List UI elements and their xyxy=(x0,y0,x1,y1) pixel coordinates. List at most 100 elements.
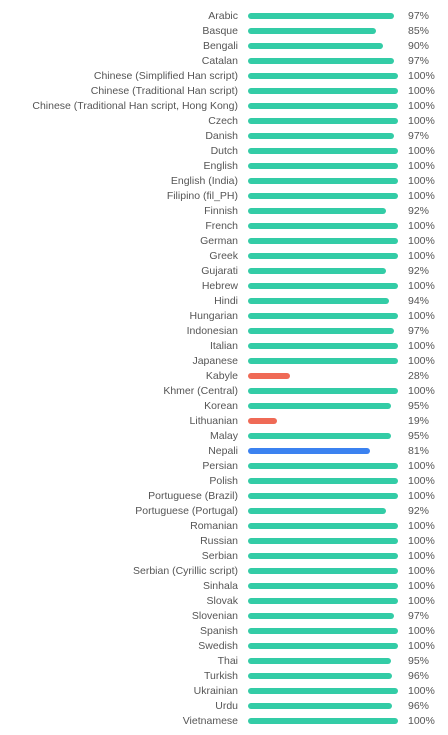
category-label: Slovak xyxy=(206,595,238,607)
chart-row: Italian 100% xyxy=(0,339,448,354)
bar xyxy=(248,328,394,334)
chart-row: Turkish 96% xyxy=(0,669,448,684)
value-label: 94% xyxy=(408,295,430,307)
category-label: Gujarati xyxy=(201,265,238,277)
value-label: 100% xyxy=(408,115,435,127)
bar xyxy=(248,103,398,109)
chart-row: Romanian 100% xyxy=(0,519,448,534)
value-label: 95% xyxy=(408,430,430,442)
value-label: 100% xyxy=(408,250,435,262)
bar xyxy=(248,613,394,619)
chart-row: Japanese 100% xyxy=(0,354,448,369)
bar xyxy=(248,223,398,229)
chart-row: Chinese (Traditional Han script) 100% xyxy=(0,84,448,99)
chart-row: English 100% xyxy=(0,159,448,174)
chart-row: Sinhala 100% xyxy=(0,579,448,594)
category-label: Hindi xyxy=(214,295,238,307)
value-label: 96% xyxy=(408,700,430,712)
category-label: Sinhala xyxy=(202,580,238,592)
chart-row: Dutch 100% xyxy=(0,144,448,159)
value-label: 100% xyxy=(408,175,435,187)
category-label: Portuguese (Portugal) xyxy=(135,505,238,517)
value-label: 100% xyxy=(408,100,435,112)
value-label: 100% xyxy=(408,640,435,652)
chart-row: Indonesian 97% xyxy=(0,324,448,339)
category-label: Indonesian xyxy=(186,325,238,337)
chart-row: English (India) 100% xyxy=(0,174,448,189)
value-label: 100% xyxy=(408,685,435,697)
chart-row: Lithuanian 19% xyxy=(0,414,448,429)
value-label: 81% xyxy=(408,445,430,457)
bar xyxy=(248,133,394,139)
category-label: Turkish xyxy=(203,670,238,682)
category-label: French xyxy=(205,220,238,232)
chart-row: Khmer (Central) 100% xyxy=(0,384,448,399)
category-label: Korean xyxy=(204,400,238,412)
value-label: 97% xyxy=(408,130,430,142)
chart-row: Kabyle 28% xyxy=(0,369,448,384)
bar xyxy=(248,73,398,79)
value-label: 90% xyxy=(408,40,430,52)
value-label: 100% xyxy=(408,355,435,367)
category-label: Japanese xyxy=(192,355,238,367)
category-label: Bengali xyxy=(202,40,238,52)
chart-row: Spanish 100% xyxy=(0,624,448,639)
bar xyxy=(248,433,391,439)
category-label: Thai xyxy=(217,655,238,667)
category-label: English (India) xyxy=(170,175,238,187)
chart-row: Polish 100% xyxy=(0,474,448,489)
bar xyxy=(248,358,398,364)
chart-row: Portuguese (Portugal) 92% xyxy=(0,504,448,519)
value-label: 100% xyxy=(408,385,435,397)
chart-row: Chinese (Traditional Han script, Hong Ko… xyxy=(0,99,448,114)
chart-row: Czech 100% xyxy=(0,114,448,129)
bar xyxy=(248,418,277,424)
value-label: 100% xyxy=(408,160,435,172)
value-label: 100% xyxy=(408,460,435,472)
category-label: Khmer (Central) xyxy=(163,385,238,397)
value-label: 100% xyxy=(408,520,435,532)
chart-row: Korean 95% xyxy=(0,399,448,414)
chart-row: Ukrainian 100% xyxy=(0,684,448,699)
category-label: Polish xyxy=(209,475,238,487)
chart-row: Slovak 100% xyxy=(0,594,448,609)
bar xyxy=(248,163,398,169)
value-label: 97% xyxy=(408,55,430,67)
bar xyxy=(248,463,398,469)
chart-row: Arabic 97% xyxy=(0,9,448,24)
value-label: 96% xyxy=(408,670,430,682)
value-label: 100% xyxy=(408,565,435,577)
bar xyxy=(248,523,398,529)
chart-row: Thai 95% xyxy=(0,654,448,669)
chart-row: Vietnamese 100% xyxy=(0,714,448,729)
bar xyxy=(248,208,386,214)
category-label: Spanish xyxy=(200,625,238,637)
bar xyxy=(248,58,394,64)
value-label: 100% xyxy=(408,85,435,97)
value-label: 92% xyxy=(408,505,430,517)
chart-row: Danish 97% xyxy=(0,129,448,144)
bar xyxy=(248,193,398,199)
chart-row: German 100% xyxy=(0,234,448,249)
category-label: Swedish xyxy=(198,640,238,652)
bar xyxy=(248,478,398,484)
category-label: Hungarian xyxy=(189,310,238,322)
value-label: 28% xyxy=(408,370,430,382)
bar xyxy=(248,253,398,259)
bar xyxy=(248,148,398,154)
category-label: Chinese (Traditional Han script, Hong Ko… xyxy=(32,100,238,112)
value-label: 100% xyxy=(408,625,435,637)
chart-row: Nepali 81% xyxy=(0,444,448,459)
value-label: 95% xyxy=(408,400,430,412)
bar xyxy=(248,703,392,709)
category-label: Kabyle xyxy=(205,370,238,382)
value-label: 100% xyxy=(408,715,435,727)
category-label: Italian xyxy=(209,340,238,352)
bar xyxy=(248,493,398,499)
value-label: 97% xyxy=(408,10,430,22)
value-label: 100% xyxy=(408,595,435,607)
value-label: 97% xyxy=(408,610,430,622)
value-label: 100% xyxy=(408,310,435,322)
chart-row: Bengali 90% xyxy=(0,39,448,54)
